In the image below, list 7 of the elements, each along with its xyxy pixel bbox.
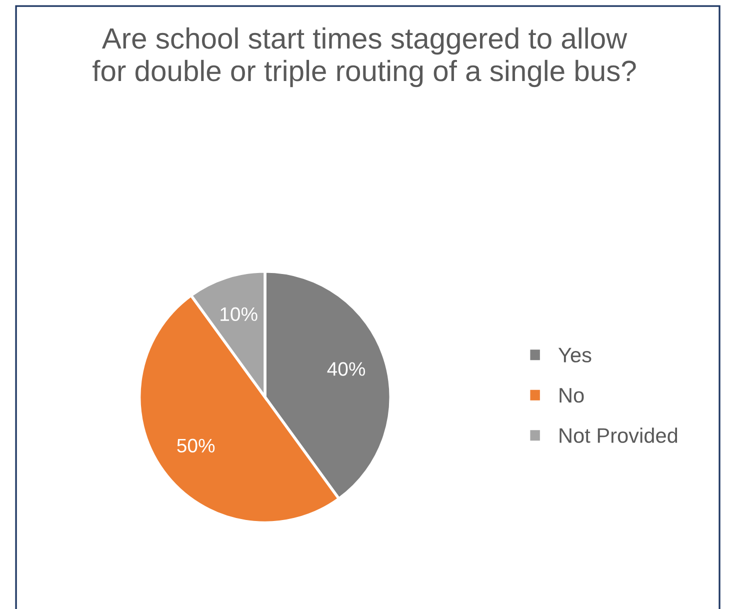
chart-title: Are school start times staggered to allow for double or triple routing of a single bus? — [92, 27, 636, 88]
data-label: 50% — [177, 438, 215, 453]
legend-label: Yes — [558, 348, 592, 362]
data-label: 40% — [327, 362, 366, 376]
legend-label: No — [560, 388, 584, 403]
data-label: 10% — [220, 307, 258, 322]
legend-label: Not Provided — [560, 428, 678, 443]
